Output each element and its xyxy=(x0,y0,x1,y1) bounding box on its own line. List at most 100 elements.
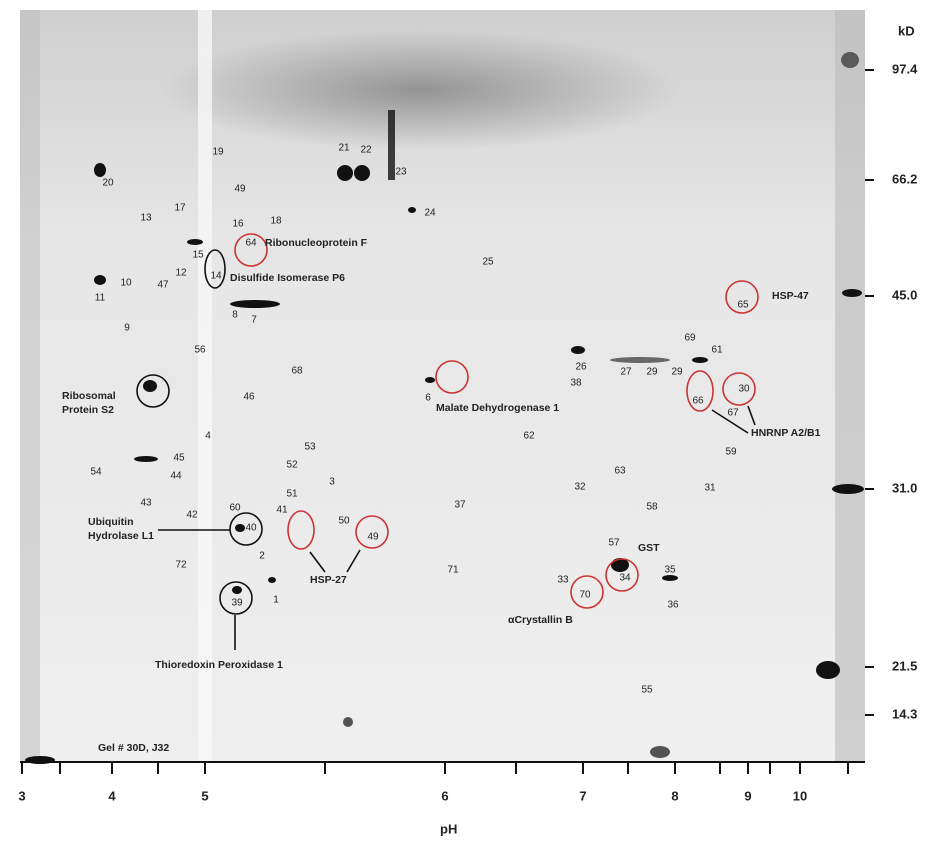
spot-label: 32 xyxy=(574,482,586,493)
spot-label: 41 xyxy=(276,505,288,516)
spot-label: 29 xyxy=(646,367,658,378)
spot-label: 17 xyxy=(174,203,186,214)
spot-label: 40 xyxy=(245,523,257,534)
spot-label: 13 xyxy=(140,213,152,224)
ph-tick-label: 8 xyxy=(671,788,678,803)
spot-label: 7 xyxy=(251,315,257,326)
spot-label: 49 xyxy=(234,184,246,195)
spot-label: 27 xyxy=(620,367,632,378)
kd-tick-label: 31.0 xyxy=(892,480,917,495)
spot-label: 18 xyxy=(270,216,282,227)
spot-label: 64 xyxy=(245,238,257,249)
spot-label: 53 xyxy=(304,442,316,453)
ph-tick-label: 5 xyxy=(201,788,208,803)
spot-label: 44 xyxy=(170,471,182,482)
kd-tick-label: 21.5 xyxy=(892,658,917,673)
spot-label: 19 xyxy=(212,147,224,158)
spot-label: 22 xyxy=(360,145,372,156)
spot-label: 59 xyxy=(725,447,737,458)
ph-tick-label: 6 xyxy=(441,788,448,803)
kd-tick-label: 45.0 xyxy=(892,287,917,302)
gel-figure: Gel # 30D, J32 kD 97.4 66.2 45.0 31.0 21.5 14.3… xyxy=(0,0,931,843)
spot-label: 15 xyxy=(192,250,204,261)
spot-label: 38 xyxy=(570,378,582,389)
spot-label: 10 xyxy=(120,278,132,289)
spot-label: 57 xyxy=(608,538,620,549)
spot-label: 55 xyxy=(641,685,653,696)
spot-label: 56 xyxy=(194,345,206,356)
spot-label: 24 xyxy=(424,208,436,219)
spot-label: 9 xyxy=(124,323,130,334)
annotation: Ubiquitin xyxy=(88,516,134,528)
annotation: αCrystallin B xyxy=(508,614,573,626)
spot-label: 21 xyxy=(338,143,350,154)
spot-label: 71 xyxy=(447,565,459,576)
spot-label: 25 xyxy=(482,257,494,268)
annotation: HNRNP A2/B1 xyxy=(751,427,821,439)
spot-label: 61 xyxy=(711,345,723,356)
annotation: Ribonucleoprotein F xyxy=(265,237,368,249)
spot-label: 34 xyxy=(619,573,631,584)
spot-label: 47 xyxy=(157,280,169,291)
ph-tick-label: 7 xyxy=(579,788,586,803)
spot-label: 11 xyxy=(95,293,106,304)
spot-label: 23 xyxy=(395,167,407,178)
kd-tick-label: 66.2 xyxy=(892,171,917,186)
ph-tick-label: 10 xyxy=(793,788,807,803)
annotation: Hydrolase L1 xyxy=(88,530,154,542)
spot-label: 66 xyxy=(692,396,704,407)
spot-label: 6 xyxy=(425,393,431,404)
spot-label: 54 xyxy=(90,467,102,478)
spot-label: 65 xyxy=(737,300,749,311)
ph-label: pH xyxy=(440,821,457,836)
spot-label: 2 xyxy=(259,551,265,562)
spot-label: 69 xyxy=(684,333,696,344)
ph-tick-label: 4 xyxy=(108,788,116,803)
annotation: Disulfide Isomerase P6 xyxy=(230,272,345,284)
spot-label: 50 xyxy=(338,516,350,527)
annotation: HSP-27 xyxy=(310,574,347,586)
spot-label: 67 xyxy=(727,408,739,419)
ph-tick-label: 9 xyxy=(744,788,751,803)
spot-label: 20 xyxy=(102,178,114,189)
annotation: Ribosomal xyxy=(62,390,116,402)
gel-id: Gel # 30D, J32 xyxy=(98,742,169,754)
spot-label: 46 xyxy=(243,392,255,403)
spot-label: 62 xyxy=(523,431,535,442)
spot-label: 29 xyxy=(671,367,683,378)
spot-label: 52 xyxy=(286,460,298,471)
spot-label: 37 xyxy=(454,500,466,511)
spot-label: 49 xyxy=(367,532,379,543)
spot-label: 8 xyxy=(232,310,238,321)
spot-label: 3 xyxy=(329,477,335,488)
spot-label: 43 xyxy=(140,498,152,509)
spot-label: 58 xyxy=(646,502,658,513)
annotation: HSP-47 xyxy=(772,290,809,302)
spot-label: 60 xyxy=(229,503,241,514)
spot-label: 26 xyxy=(575,362,587,373)
spot-label: 33 xyxy=(557,575,569,586)
spot-label: 12 xyxy=(175,268,187,279)
spot-label: 51 xyxy=(286,489,298,500)
spot-label: 42 xyxy=(186,510,198,521)
kd-tick-label: 14.3 xyxy=(892,706,917,721)
spot-label: 68 xyxy=(291,366,303,377)
annotation: Protein S2 xyxy=(62,404,114,416)
kd-unit: kD xyxy=(898,23,915,38)
annotation: Thioredoxin Peroxidase 1 xyxy=(155,659,283,671)
spot-label: 36 xyxy=(667,600,679,611)
spot-label: 30 xyxy=(738,384,750,395)
spot-label: 35 xyxy=(664,565,676,576)
spot-label: 70 xyxy=(579,590,591,601)
spot-label: 72 xyxy=(175,560,187,571)
spot-label: 14 xyxy=(210,271,222,282)
annotation: GST xyxy=(638,542,660,554)
annotation: Malate Dehydrogenase 1 xyxy=(436,402,559,414)
spot-label: 45 xyxy=(173,453,185,464)
ph-axis xyxy=(20,762,865,774)
spot-label: 4 xyxy=(205,431,211,442)
spot-label: 1 xyxy=(273,595,279,606)
spot-label: 31 xyxy=(704,483,716,494)
kd-tick-label: 97.4 xyxy=(892,61,918,76)
spot-label: 16 xyxy=(232,219,244,230)
